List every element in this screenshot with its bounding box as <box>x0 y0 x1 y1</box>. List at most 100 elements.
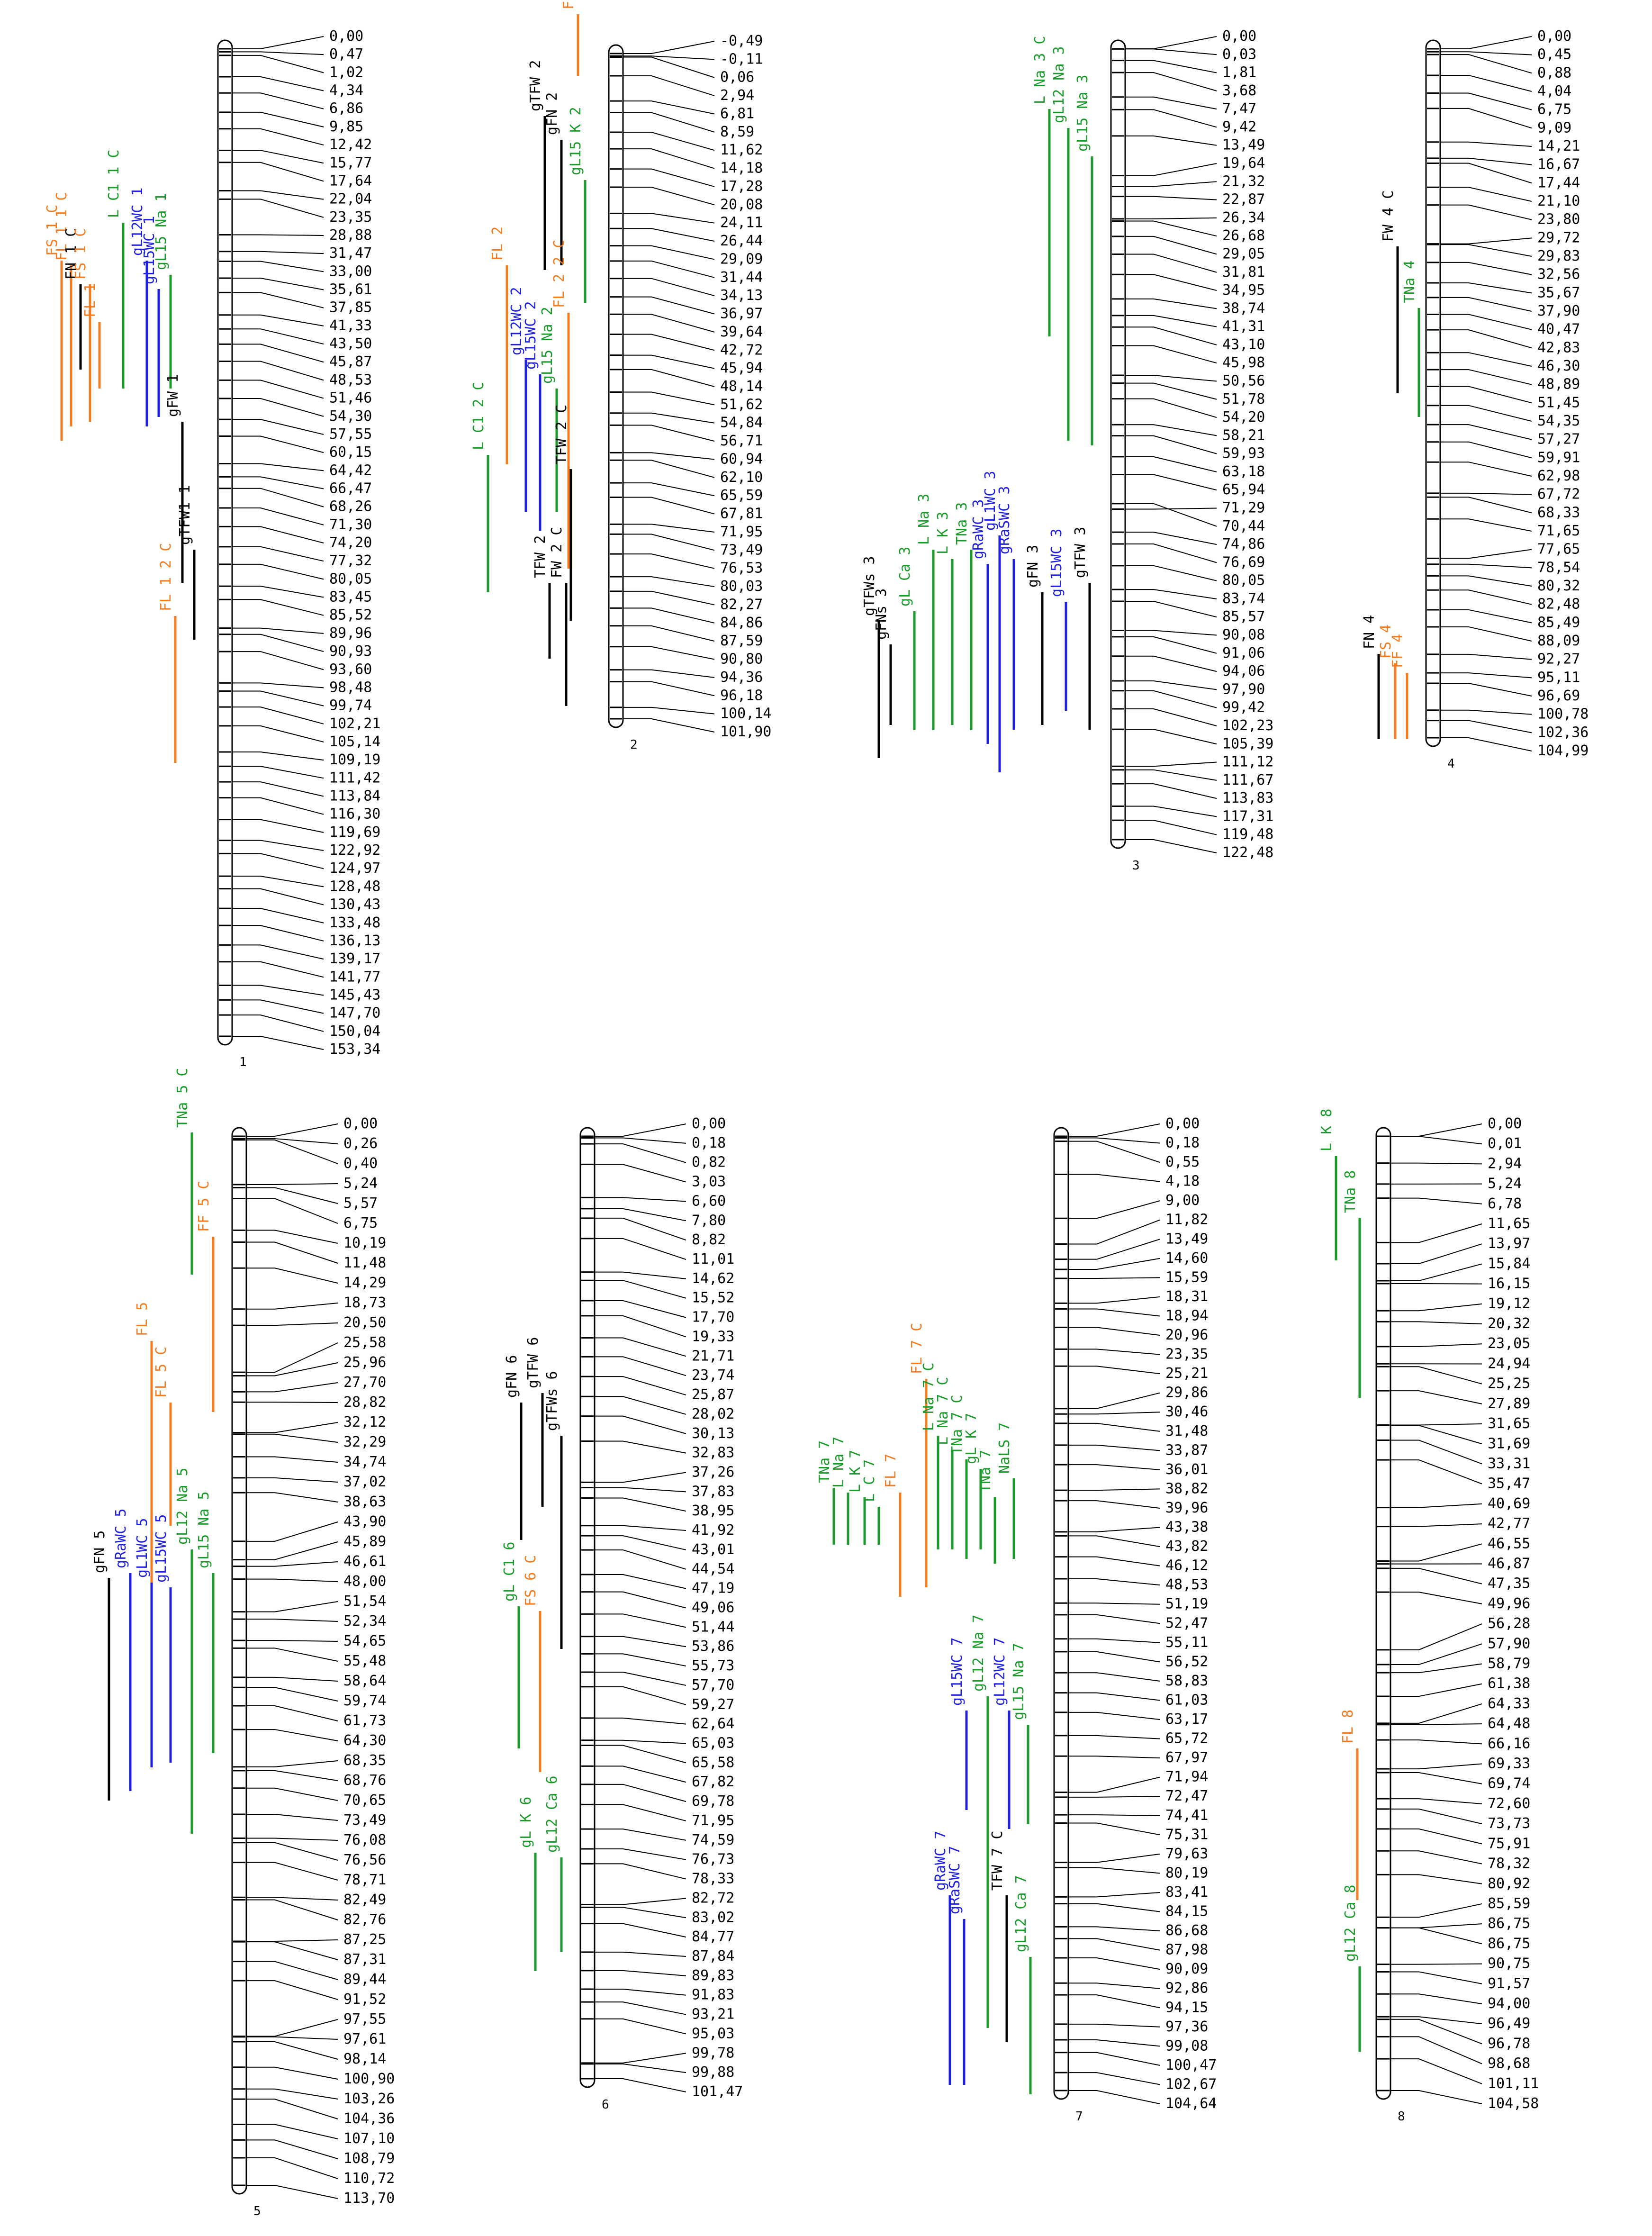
marker-position-label: 43,38 <box>1165 1519 1208 1536</box>
marker-connector <box>1390 1903 1482 1918</box>
qtl-label: gL12 Ca 8 <box>1342 1884 1359 1962</box>
marker-connector <box>1068 1814 1160 1816</box>
marker-position-label: 45,87 <box>329 353 372 370</box>
marker-position-label: 31,69 <box>1488 1435 1530 1452</box>
marker-connector <box>1068 1174 1160 1182</box>
marker-position-label: 27,70 <box>343 1374 386 1391</box>
marker-position-label: 23,80 <box>1537 211 1580 228</box>
marker-position-label: 85,59 <box>1488 1895 1530 1912</box>
marker-position-label: 41,31 <box>1222 318 1265 335</box>
marker-position-label: 67,82 <box>692 1774 734 1790</box>
marker-position-label: 1,02 <box>329 64 363 81</box>
marker-connector <box>1390 1763 1482 1770</box>
qtl-label: FS 6 C <box>523 1555 539 1606</box>
marker-connector <box>1125 382 1217 400</box>
marker-connector <box>1390 1523 1482 1527</box>
marker-position-label: 54,65 <box>343 1633 386 1649</box>
marker-connector <box>232 586 324 598</box>
marker-connector <box>1125 96 1217 110</box>
marker-position-label: 17,28 <box>720 178 763 195</box>
marker-connector <box>246 2124 338 2139</box>
marker-position-label: 111,67 <box>1222 772 1273 788</box>
linkage-group-number: 4 <box>1447 757 1455 771</box>
marker-connector <box>595 1356 686 1376</box>
marker-connector <box>1068 1527 1160 1532</box>
marker-connector <box>623 524 715 533</box>
marker-connector <box>232 876 324 887</box>
marker-connector <box>1125 60 1217 73</box>
qtl-label: L C1 2 C <box>470 382 487 451</box>
marker-connector <box>1125 690 1217 708</box>
marker-position-label: 58,83 <box>1165 1673 1208 1689</box>
qtl-label: gRaSWC 3 <box>996 486 1013 555</box>
qtl-label: gTFW 6 <box>525 1337 542 1388</box>
marker-position-label: 82,49 <box>343 1892 386 1908</box>
marker-connector <box>1125 806 1217 817</box>
marker-connector <box>1390 1808 1482 1825</box>
marker-position-label: 71,95 <box>692 1812 734 1829</box>
marker-position-label: 139,17 <box>329 951 380 967</box>
marker-position-label: 40,69 <box>1488 1495 1530 1512</box>
marker-position-label: 60,94 <box>720 451 763 467</box>
marker-position-label: 0,01 <box>1488 1135 1522 1152</box>
marker-position-label: 24,94 <box>1488 1355 1530 1372</box>
marker-position-label: 13,49 <box>1222 137 1265 154</box>
marker-position-label: 35,47 <box>1488 1476 1530 1492</box>
marker-connector <box>1390 1723 1482 1725</box>
marker-position-label: 84,77 <box>692 1928 734 1945</box>
marker-position-label: 37,90 <box>1537 303 1580 319</box>
marker-position-label: 101,47 <box>692 2083 743 2100</box>
qtl-label: gL12 Na 7 <box>970 1614 987 1692</box>
qtl-label: FS 4 <box>1378 625 1394 659</box>
qtl-label: gL15WC 7 <box>949 1638 966 1706</box>
marker-position-label: 4,18 <box>1165 1173 1200 1190</box>
marker-connector <box>246 1183 338 1186</box>
marker-position-label: 61,73 <box>343 1712 386 1729</box>
marker-position-label: 58,21 <box>1222 427 1265 444</box>
marker-connector <box>246 1456 338 1463</box>
marker-connector <box>232 92 324 109</box>
marker-position-label: 77,32 <box>329 552 372 569</box>
linkage-group-7: 0,00 0,18 0,55 4,18 9,00 11,82 13,49 14,60 15,59… <box>816 1115 1217 2124</box>
marker-connector <box>1440 563 1532 569</box>
marker-position-label: 47,19 <box>692 1580 734 1597</box>
marker-position-label: -0,49 <box>720 33 763 49</box>
qtl-label: FW 4 C <box>1380 190 1397 242</box>
marker-position-label: 85,57 <box>1222 608 1265 625</box>
marker-connector <box>1440 74 1532 92</box>
marker-position-label: 57,27 <box>1537 431 1580 448</box>
marker-connector <box>1125 424 1217 436</box>
marker-connector <box>246 1578 338 1582</box>
marker-position-label: 46,61 <box>343 1553 386 1570</box>
marker-connector <box>1068 1308 1160 1317</box>
marker-connector <box>246 1477 338 1483</box>
marker-position-label: 94,06 <box>1222 663 1265 679</box>
marker-position-label: 42,72 <box>720 342 763 358</box>
marker-position-label: 0,82 <box>692 1154 726 1171</box>
marker-connector <box>1125 565 1217 581</box>
marker-connector <box>595 2078 686 2092</box>
marker-connector <box>232 380 324 399</box>
marker-connector <box>595 1686 686 1705</box>
marker-connector <box>1440 462 1532 477</box>
marker-position-label: 78,54 <box>1537 559 1580 576</box>
qtl-label: gFNs 3 <box>873 588 890 640</box>
marker-connector <box>1390 2090 1482 2104</box>
marker-connector <box>1440 157 1532 165</box>
marker-position-label: 13,49 <box>1165 1231 1208 1247</box>
marker-connector <box>623 681 715 697</box>
marker-connector <box>623 55 715 60</box>
qtl-label: NaLS 7 <box>996 1422 1013 1474</box>
marker-connector <box>623 369 715 387</box>
qtl-label: gL K 7 <box>963 1413 980 1464</box>
marker-position-label: 18,31 <box>1165 1288 1208 1305</box>
qtl-label: FN 1 C <box>63 228 80 280</box>
qtl-label: FL 8 <box>1340 1710 1356 1744</box>
qtl-label: TNa 3 <box>954 502 970 545</box>
qtl-label: FL 5 <box>134 1302 151 1336</box>
marker-position-label: 96,69 <box>1537 688 1580 704</box>
marker-connector <box>1390 1683 1482 1697</box>
marker-position-label: 117,31 <box>1222 808 1273 824</box>
marker-connector <box>1440 36 1532 49</box>
marker-position-label: 87,25 <box>343 1931 386 1948</box>
